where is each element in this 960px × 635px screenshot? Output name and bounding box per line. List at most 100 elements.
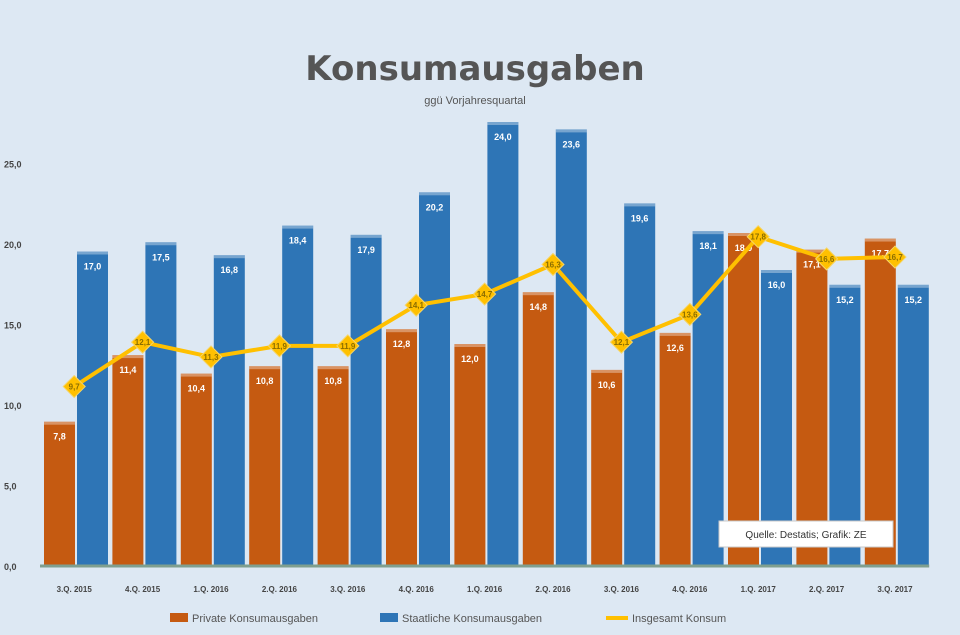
private-bar-highlight: [44, 421, 75, 425]
total-point-label: 16,6: [819, 255, 835, 264]
state-bar-label: 16,0: [768, 280, 786, 290]
private-bar: [796, 249, 828, 566]
private-bar-highlight: [659, 332, 691, 336]
y-tick-label: 25,0: [4, 160, 22, 170]
state-bar: [829, 284, 861, 566]
total-point: [678, 302, 702, 327]
state-bar-label: 20,2: [426, 202, 444, 212]
x-tick-label: 2.Q. 2016: [262, 585, 298, 594]
state-bar-label: 15,2: [905, 295, 923, 305]
total-point: [62, 374, 86, 399]
private-bar: [317, 366, 349, 566]
private-bar-label: 7,8: [53, 432, 66, 442]
legend-label: Private Konsumausgaben: [192, 613, 318, 625]
legend: Private Konsumausgaben Staatliche Konsuma…: [170, 613, 726, 625]
private-bar: [112, 355, 144, 566]
private-bar-label: 12,0: [461, 354, 479, 364]
state-bar-label: 15,2: [836, 295, 854, 305]
private-bar-label: 10,6: [598, 380, 616, 390]
state-bar: [692, 231, 724, 566]
total-line: 9,7 12,1 11,3 11,9 11,9 14,1 14,7 16,3 12,1 13,6 1…: [62, 224, 907, 399]
total-point-label: 14,7: [477, 290, 493, 299]
state-bar: [487, 122, 519, 566]
state-bar: [282, 225, 314, 566]
state-bar-highlight: [624, 203, 656, 207]
source-box: [718, 520, 894, 548]
private-bar: [386, 329, 417, 566]
state-bar-label: 17,0: [84, 262, 102, 272]
state-bar-label: 23,6: [563, 139, 581, 149]
state-bar-highlight: [692, 231, 724, 235]
state-bar: [145, 242, 177, 566]
private-bar-highlight: [454, 344, 486, 347]
state-bar: [624, 203, 656, 566]
legend-swatch: [380, 613, 398, 622]
private-bar: [180, 373, 212, 566]
total-point-label: 11,9: [272, 342, 288, 351]
state-bar-highlight: [487, 122, 519, 125]
total-point: [883, 245, 907, 269]
private-bar-label: 14,8: [530, 302, 548, 312]
private-bar: [249, 366, 281, 566]
y-tick-label: 0,0: [4, 562, 17, 572]
source-text: Quelle: Destatis; Grafik: ZE: [745, 530, 866, 541]
private-bar: [728, 233, 759, 566]
y-tick-label: 5,0: [4, 482, 17, 492]
x-tick-label: 1.Q. 2016: [193, 585, 229, 594]
state-bar: [555, 129, 587, 566]
total-point: [746, 224, 770, 249]
private-bar: [44, 421, 75, 566]
private-bar: [864, 238, 896, 567]
private-bar-label: 10,8: [324, 376, 342, 386]
state-bar-label: 17,9: [357, 245, 375, 255]
total-point-label: 11,9: [340, 342, 356, 351]
private-bar: [522, 292, 554, 566]
state-bar-highlight: [419, 192, 450, 196]
state-bar: [761, 270, 792, 566]
private-bar-highlight: [864, 238, 896, 242]
legend-swatch: [170, 613, 188, 622]
total-point: [541, 252, 565, 277]
state-bar: [897, 284, 929, 566]
state-bar-label: 18,4: [289, 236, 307, 246]
private-bar-label: 12,6: [666, 343, 684, 353]
x-tick-label: 1.Q. 2017: [741, 585, 777, 594]
state-bar-highlight: [145, 242, 177, 246]
x-tick-label: 2.Q. 2017: [809, 585, 845, 594]
total-point-label: 17,8: [750, 233, 766, 242]
state-bar-highlight: [761, 270, 792, 273]
x-tick-label: 4.Q. 2016: [672, 585, 708, 594]
total-point: [336, 334, 360, 358]
total-point: [609, 330, 634, 354]
state-bar-highlight: [897, 284, 929, 288]
total-point: [199, 345, 223, 369]
private-bar-highlight: [180, 373, 212, 377]
total-point-label: 16,3: [545, 260, 561, 269]
private-bar-highlight: [112, 355, 144, 359]
private-bar: [591, 369, 623, 566]
total-point: [404, 293, 428, 317]
state-bar-label: 16,8: [221, 265, 239, 275]
x-tick-label: 2.Q. 2016: [535, 585, 571, 594]
total-point: [267, 334, 292, 358]
state-bar-label: 18,1: [699, 241, 717, 251]
x-tick-label: 1.Q. 2016: [467, 585, 503, 594]
legend-label: Insgesamt Konsum: [632, 613, 726, 625]
state-bar-highlight: [829, 284, 861, 288]
private-bar-label: 10,8: [256, 376, 274, 386]
total-point: [472, 282, 497, 306]
private-bar-label: 17,1: [803, 260, 821, 270]
y-tick-label: 15,0: [4, 321, 22, 331]
chart-title: Konsumausgaben: [305, 49, 644, 89]
total-point-label: 16,7: [887, 253, 903, 262]
state-bar-highlight: [213, 255, 245, 259]
chart-subtitle: ggü Vorjahresquartal: [424, 95, 526, 107]
total-point-label: 11,3: [203, 353, 219, 362]
total-point: [814, 247, 839, 271]
total-point-label: 14,1: [408, 301, 424, 310]
private-bar: [454, 344, 486, 566]
private-bar-highlight: [522, 292, 554, 296]
state-bar-label: 17,5: [152, 252, 170, 262]
private-bar-highlight: [386, 329, 417, 333]
